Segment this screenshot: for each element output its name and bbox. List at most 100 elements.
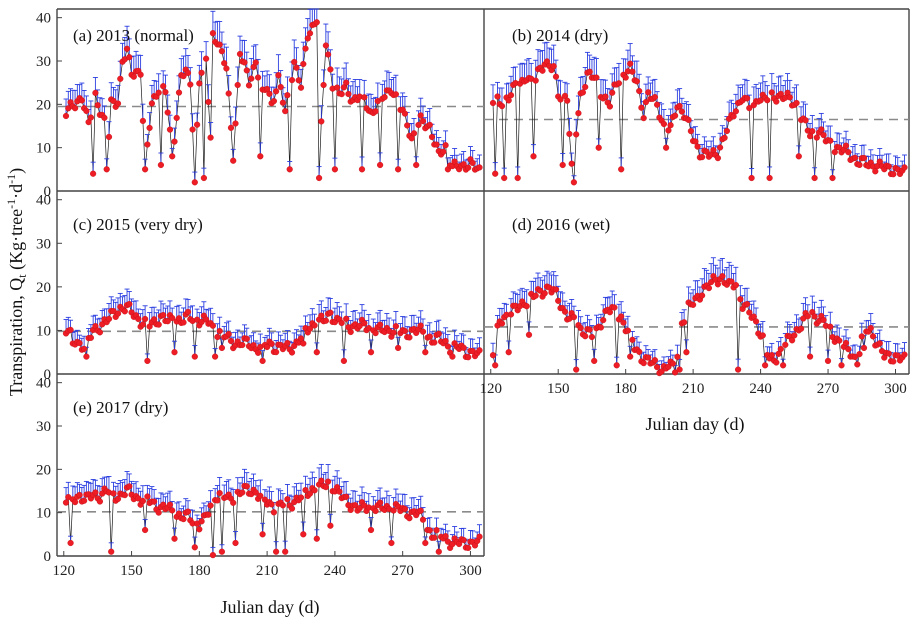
data-point [157,161,165,169]
data-point [494,93,501,100]
data-point [327,66,334,73]
data-point [236,50,244,58]
data-point [62,499,70,506]
data-point [667,122,674,129]
data-point [311,322,318,329]
data-point [144,493,151,500]
data-point [627,60,634,67]
data-point [613,362,620,369]
data-point [415,121,422,129]
data-point [169,507,176,514]
data-point [829,174,836,182]
data-point [827,323,834,330]
data-point [752,318,760,325]
data-point [876,340,883,347]
data-point [890,171,897,178]
data-point [313,535,320,542]
data-point [284,92,291,99]
data-point [588,333,596,341]
data-point [665,127,672,134]
data-point [806,353,814,360]
data-point [716,144,724,151]
data-point [142,166,149,173]
data-point [689,301,697,308]
data-point [175,89,183,96]
data-point [110,490,117,497]
data-point [824,357,832,365]
data-point [187,81,194,88]
data-point [146,124,153,132]
data-point [595,144,602,151]
data-point [838,362,845,369]
data-point [532,77,539,84]
data-point [318,312,325,319]
data-point [867,324,874,332]
data-point [732,108,740,115]
data-point [340,357,348,365]
data-point [388,539,395,547]
data-point [209,551,217,559]
series-line [492,60,905,183]
data-point [609,89,616,96]
panel-e: (e) 2017 (dry) [57,398,484,559]
x-tick-label: 120 [479,381,502,397]
data-point [166,126,174,133]
data-point [322,317,330,324]
data-point [728,278,735,285]
data-point [173,114,180,122]
data-point [566,130,573,138]
data-point [426,333,433,340]
data-point [275,72,282,79]
data-point [89,170,97,177]
data-point [212,353,219,360]
data-point [169,314,176,322]
data-point [851,154,859,161]
data-point [207,502,214,509]
panel-title: (b) 2014 (dry) [512,26,608,45]
data-point [428,133,436,141]
x-tick-label: 300 [459,563,482,579]
data-point [723,127,731,135]
data-point [476,347,483,354]
data-point [114,310,122,317]
data-point [180,72,187,80]
data-point [105,315,113,323]
data-point [257,153,264,160]
data-point [593,74,600,81]
panel-title: (a) 2013 (normal) [73,26,194,45]
data-point [367,349,375,356]
data-point [460,536,467,544]
data-point [160,312,167,319]
data-point [662,144,670,151]
data-point [885,163,892,170]
data-point [885,350,892,357]
data-point [633,78,641,85]
data-point [223,65,230,72]
data-point [372,330,379,337]
data-point [221,60,228,67]
data-point [268,501,275,508]
data-point [392,323,400,330]
data-point [356,322,363,330]
data-point [419,328,427,335]
data-point [316,174,323,182]
data-point [435,548,442,555]
data-point [135,495,142,502]
data-point [732,282,740,289]
data-point [530,153,537,160]
data-point [890,358,897,365]
data-point [135,315,142,323]
data-point [645,354,652,361]
data-point [255,349,262,356]
data-point [768,89,775,96]
data-point [642,98,650,106]
data-point [714,155,722,162]
data-point [300,60,307,68]
data-point [313,349,320,356]
data-point [854,361,861,368]
y-tick-label: 20 [36,97,51,113]
data-point [76,340,83,347]
data-point [343,493,350,500]
data-point [361,320,368,327]
